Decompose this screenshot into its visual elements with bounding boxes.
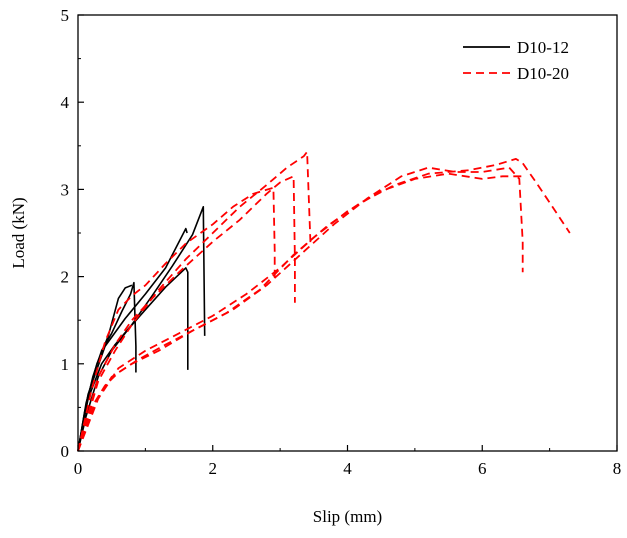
- y-tick-label-4: 4: [61, 93, 70, 112]
- y-tick-label-2: 2: [61, 268, 70, 287]
- x-axis-label: Slip (mm): [313, 507, 382, 526]
- y-tick-label-1: 1: [61, 355, 70, 374]
- y-tick-label-3: 3: [61, 180, 70, 199]
- series-1-curve-0: [77, 186, 276, 452]
- x-tick-label-6: 6: [478, 459, 487, 478]
- x-tick-label-0: 0: [74, 459, 83, 478]
- series-1-curve-4: [77, 158, 571, 452]
- series-0-curve-4: [77, 227, 188, 452]
- y-axis-label: Load (kN): [9, 197, 28, 268]
- axis-tick-labels: 0 2 4 6 8 0 1 2 3 4 5: [61, 6, 622, 478]
- y-tick-label-0: 0: [61, 442, 70, 461]
- legend: D10-12 D10-20: [463, 38, 569, 83]
- series-1-curve-5: [77, 172, 523, 452]
- x-tick-label-2: 2: [209, 459, 218, 478]
- series-1-curve-2: [77, 151, 312, 452]
- legend-label-d10-12: D10-12: [517, 38, 569, 57]
- legend-label-d10-20: D10-20: [517, 64, 569, 83]
- y-tick-label-5: 5: [61, 6, 70, 25]
- series-lines: [77, 151, 571, 452]
- axis-ticks: [77, 14, 618, 452]
- x-tick-label-4: 4: [343, 459, 352, 478]
- series-1-curve-1: [77, 175, 296, 452]
- x-tick-label-8: 8: [613, 459, 622, 478]
